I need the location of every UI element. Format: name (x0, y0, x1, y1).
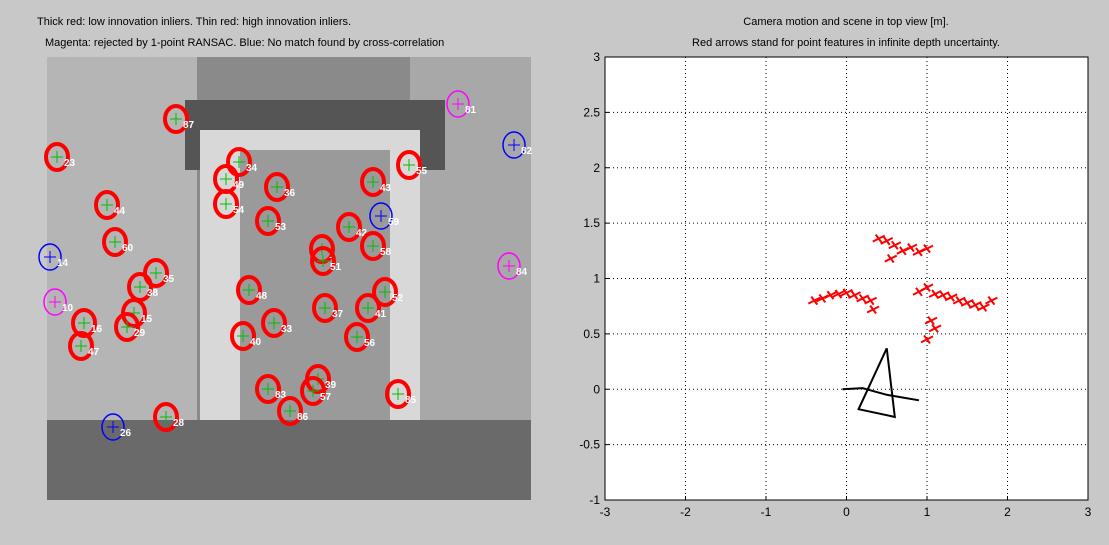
feature-label: 34 (246, 163, 258, 174)
y-tick-label: 2 (593, 161, 600, 175)
y-tick-label: 0 (593, 382, 600, 396)
feature-label: 40 (250, 337, 262, 348)
feature-label: 84 (516, 267, 528, 278)
x-tick-label: -1 (761, 505, 772, 519)
feature-label: 14 (57, 258, 69, 269)
feature-label: 36 (284, 188, 296, 199)
y-tick-label: 0.5 (583, 327, 600, 341)
feature-label: 48 (256, 291, 268, 302)
chart-title-2: Red arrows stand for point features in i… (692, 37, 1000, 49)
x-tick-label: 0 (843, 505, 850, 519)
feature-label: 49 (233, 180, 245, 191)
y-tick-label: -1 (589, 493, 600, 507)
feature-label: 29 (134, 328, 146, 339)
y-tick-label: 2.5 (583, 105, 600, 119)
x-tick-label: -3 (600, 505, 611, 519)
feature-label: 16 (91, 324, 103, 335)
feature-label: 58 (380, 247, 392, 258)
feature-label: 51 (330, 262, 342, 273)
feature-label: 41 (375, 309, 387, 320)
feature-label: 44 (114, 206, 126, 217)
y-tick-label: 3 (593, 50, 600, 64)
feature-label: 55 (416, 166, 428, 177)
feature-label: 85 (405, 395, 417, 406)
feature-label: 39 (325, 380, 337, 391)
feature-label: 43 (380, 183, 392, 194)
feature-label: 26 (120, 428, 132, 439)
chart-title-1: Camera motion and scene in top view [m]. (743, 16, 948, 28)
image-title-1: Thick red: low innovation inliers. Thin … (37, 16, 351, 28)
image-title-2: Magenta: rejected by 1-point RANSAC. Blu… (45, 37, 444, 49)
feature-label: 10 (62, 303, 74, 314)
x-tick-label: -2 (680, 505, 691, 519)
feature-label: 53 (275, 222, 287, 233)
x-tick-label: 1 (924, 505, 931, 519)
feature-label: 28 (173, 418, 185, 429)
y-tick-label: 1 (593, 272, 600, 286)
feature-label: 54 (233, 205, 245, 216)
feature-label: 81 (465, 105, 477, 116)
feature-label: 47 (88, 347, 100, 358)
feature-label: 87 (183, 120, 195, 131)
feature-label: 86 (297, 412, 309, 423)
feature-label: 33 (281, 324, 293, 335)
x-tick-label: 3 (1085, 505, 1092, 519)
feature-label: 23 (64, 158, 76, 169)
feature-label: 57 (320, 392, 332, 403)
feature-label: 60 (122, 243, 134, 254)
feature-label: 37 (332, 309, 344, 320)
feature-label: 15 (141, 314, 153, 325)
y-tick-label: -0.5 (579, 438, 600, 452)
feature-label: 52 (392, 293, 404, 304)
y-tick-label: 1.5 (583, 216, 600, 230)
feature-label: 82 (521, 146, 533, 157)
figure: Thick red: low innovation inliers. Thin … (0, 0, 1109, 545)
x-tick-label: 2 (1004, 505, 1011, 519)
feature-label: 56 (364, 338, 376, 349)
feature-label: 38 (147, 288, 159, 299)
feature-label: 59 (388, 217, 400, 228)
feature-label: 35 (163, 274, 175, 285)
